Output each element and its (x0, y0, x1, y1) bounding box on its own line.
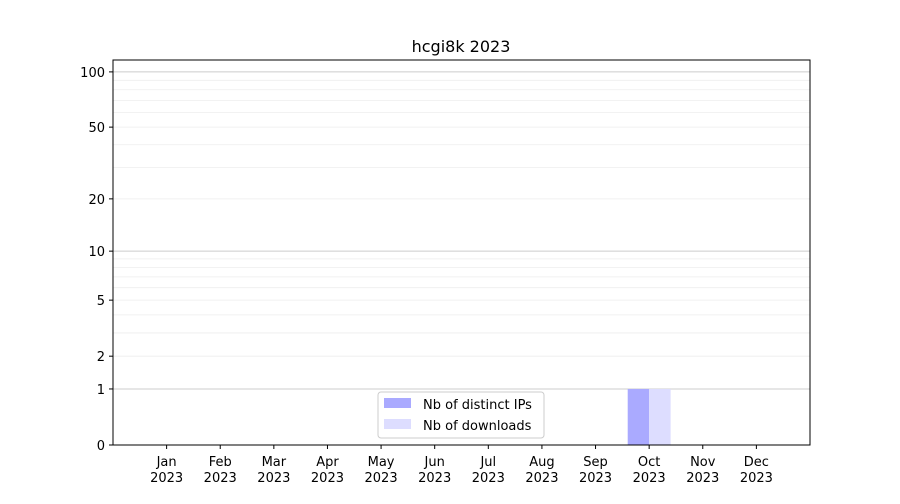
y-tick-label: 100 (80, 66, 105, 81)
x-tick-label: Jul 2023 (472, 455, 505, 486)
x-tick-label: Feb 2023 (204, 455, 237, 486)
legend-swatch-ips (384, 398, 411, 408)
y-tick-label: 0 (97, 439, 105, 454)
x-tick-label: Aug 2023 (525, 455, 558, 486)
plot-frame (112, 59, 811, 446)
y-tick-label: 20 (88, 193, 105, 208)
y-tick-label: 5 (97, 294, 105, 309)
x-tick-label: Sep 2023 (579, 455, 612, 486)
legend: Nb of distinct IPs Nb of downloads (377, 391, 545, 439)
x-tick-label: Mar 2023 (257, 455, 290, 486)
x-tick-label: Jan 2023 (150, 455, 183, 486)
legend-label-ips: Nb of distinct IPs (423, 398, 532, 413)
chart-title: hcgi8k 2023 (412, 37, 511, 56)
legend-swatch-downloads (384, 419, 411, 429)
x-tick-label: Jun 2023 (418, 455, 451, 486)
x-tick-label: Dec 2023 (740, 455, 773, 486)
x-tick-label: Oct 2023 (633, 455, 666, 486)
bar-distinct-ips (627, 388, 650, 445)
y-tick-label: 1 (97, 383, 105, 398)
legend-box (377, 391, 545, 439)
x-axis: Jan 2023 Feb 2023 Mar 2023 Apr 2023 May 2023 Jun 20… (150, 445, 773, 486)
bar-downloads (649, 388, 671, 445)
y-tick-label: 10 (88, 245, 105, 260)
y-axis: 0 1 2 5 10 20 50 100 (80, 66, 113, 454)
x-tick-label: Nov 2023 (686, 455, 719, 486)
legend-label-downloads: Nb of downloads (423, 419, 532, 434)
x-tick-label: May 2023 (365, 455, 398, 486)
x-tick-label: Apr 2023 (311, 455, 344, 486)
y-tick-label: 50 (88, 121, 105, 136)
bars (627, 388, 671, 445)
y-tick-label: 2 (97, 350, 105, 365)
grid (113, 71, 810, 390)
